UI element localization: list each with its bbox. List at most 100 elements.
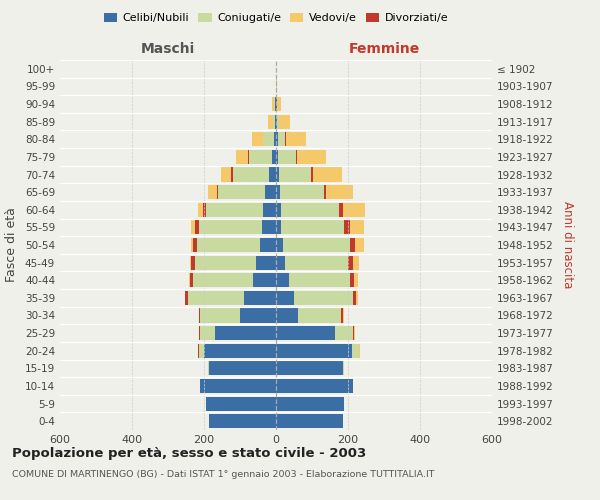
- Bar: [281, 220, 344, 234]
- Bar: [263, 132, 274, 146]
- Bar: [353, 326, 355, 340]
- Text: Popolazione per età, sesso e stato civile - 2003: Popolazione per età, sesso e stato civil…: [12, 448, 366, 460]
- Bar: [275, 114, 276, 128]
- Bar: [218, 185, 265, 199]
- Bar: [276, 291, 294, 305]
- Bar: [209, 362, 276, 376]
- Bar: [354, 273, 358, 287]
- Bar: [269, 168, 276, 181]
- Bar: [199, 326, 200, 340]
- Bar: [200, 326, 215, 340]
- Bar: [197, 238, 260, 252]
- Bar: [217, 185, 218, 199]
- Bar: [200, 379, 276, 393]
- Bar: [272, 150, 276, 164]
- Bar: [276, 273, 289, 287]
- Bar: [188, 291, 244, 305]
- Bar: [326, 185, 353, 199]
- Bar: [268, 114, 273, 128]
- Bar: [193, 273, 253, 287]
- Bar: [221, 168, 232, 181]
- Bar: [285, 256, 348, 270]
- Bar: [276, 344, 352, 358]
- Bar: [215, 326, 276, 340]
- Bar: [311, 168, 313, 181]
- Bar: [276, 220, 281, 234]
- Bar: [199, 308, 200, 322]
- Bar: [281, 202, 339, 217]
- Bar: [296, 150, 297, 164]
- Bar: [276, 256, 285, 270]
- Bar: [203, 202, 206, 217]
- Bar: [353, 256, 359, 270]
- Bar: [208, 185, 217, 199]
- Bar: [190, 273, 193, 287]
- Bar: [249, 150, 272, 164]
- Bar: [253, 273, 276, 287]
- Bar: [236, 150, 248, 164]
- Bar: [185, 291, 188, 305]
- Bar: [272, 97, 274, 111]
- Bar: [274, 132, 276, 146]
- Bar: [276, 308, 298, 322]
- Bar: [323, 185, 326, 199]
- Bar: [276, 97, 277, 111]
- Bar: [193, 238, 197, 252]
- Bar: [263, 202, 276, 217]
- Bar: [276, 379, 353, 393]
- Bar: [280, 185, 323, 199]
- Bar: [248, 150, 249, 164]
- Bar: [344, 220, 350, 234]
- Bar: [233, 168, 269, 181]
- Bar: [256, 256, 276, 270]
- Bar: [278, 150, 296, 164]
- Bar: [348, 256, 353, 270]
- Bar: [190, 256, 191, 270]
- Bar: [262, 220, 276, 234]
- Bar: [199, 220, 262, 234]
- Bar: [276, 202, 281, 217]
- Bar: [353, 291, 356, 305]
- Bar: [274, 114, 275, 128]
- Bar: [191, 256, 195, 270]
- Bar: [260, 238, 276, 252]
- Bar: [276, 362, 343, 376]
- Text: COMUNE DI MARTINENGO (BG) - Dati ISTAT 1° gennaio 2003 - Elaborazione TUTTITALIA: COMUNE DI MARTINENGO (BG) - Dati ISTAT 1…: [12, 470, 434, 479]
- Bar: [208, 362, 209, 376]
- Bar: [276, 168, 279, 181]
- Bar: [356, 291, 358, 305]
- Bar: [350, 273, 354, 287]
- Bar: [191, 238, 193, 252]
- Bar: [352, 344, 359, 358]
- Bar: [343, 308, 344, 322]
- Bar: [297, 150, 326, 164]
- Bar: [294, 291, 353, 305]
- Bar: [350, 238, 355, 252]
- Bar: [341, 308, 343, 322]
- Bar: [204, 344, 276, 358]
- Bar: [298, 308, 341, 322]
- Bar: [274, 97, 275, 111]
- Bar: [276, 132, 278, 146]
- Bar: [244, 291, 276, 305]
- Bar: [275, 97, 276, 111]
- Bar: [276, 396, 344, 410]
- Bar: [286, 132, 305, 146]
- Bar: [277, 114, 278, 128]
- Bar: [277, 97, 281, 111]
- Bar: [252, 132, 263, 146]
- Bar: [276, 114, 277, 128]
- Bar: [276, 185, 280, 199]
- Bar: [343, 202, 365, 217]
- Bar: [200, 308, 240, 322]
- Bar: [191, 220, 195, 234]
- Bar: [206, 396, 276, 410]
- Bar: [276, 414, 343, 428]
- Bar: [276, 326, 335, 340]
- Bar: [195, 256, 256, 270]
- Bar: [276, 238, 283, 252]
- Bar: [265, 185, 276, 199]
- Legend: Celibi/Nubili, Coniugati/e, Vedovi/e, Divorziati/e: Celibi/Nubili, Coniugati/e, Vedovi/e, Di…: [100, 8, 452, 28]
- Bar: [350, 220, 364, 234]
- Bar: [343, 362, 344, 376]
